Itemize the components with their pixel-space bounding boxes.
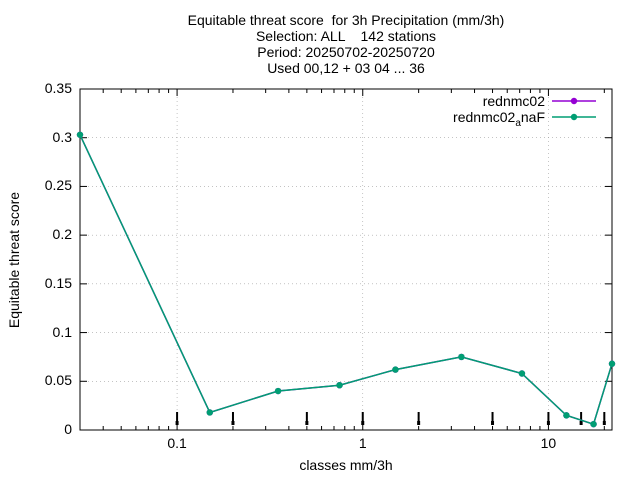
- y-axis-label: Equitable threat score: [6, 191, 22, 329]
- title-line-3: Period: 20250702-20250720: [257, 44, 435, 60]
- class-marker-point: [361, 421, 365, 425]
- y-tick-label: 0: [64, 421, 72, 437]
- class-marker-point: [417, 421, 421, 425]
- x-tick-label: 10: [540, 435, 557, 451]
- class-marker-point: [602, 421, 606, 425]
- class-marker-point: [579, 421, 583, 425]
- series-point-2: [608, 360, 616, 367]
- x-tick-label: 0.1: [167, 435, 187, 451]
- series-point-2: [518, 370, 526, 377]
- plot-border: [79, 88, 613, 431]
- series-point-2: [206, 409, 213, 416]
- series-point-2: [336, 381, 343, 389]
- y-tick-label: 0.25: [44, 177, 72, 194]
- series-line-1: [79, 134, 613, 426]
- class-marker-point: [546, 421, 550, 425]
- series-point-2: [274, 387, 282, 395]
- series-point-2: [76, 131, 84, 138]
- y-tick-label: 0.1: [52, 323, 72, 340]
- series-point-2: [590, 420, 597, 428]
- series-point-2: [458, 353, 465, 361]
- series-point-2: [563, 412, 570, 419]
- class-marker-point: [231, 421, 235, 425]
- y-tick-label: 0.3: [52, 128, 72, 145]
- y-tick-label: 0.15: [44, 274, 72, 291]
- title-line-1: Equitable threat score for 3h Precipitat…: [187, 12, 505, 28]
- y-tick-label: 0.2: [52, 226, 72, 243]
- series-line-2: [79, 134, 613, 426]
- legend-label-rednmc02-anaf: rednmc02anaF: [453, 109, 545, 129]
- class-marker-point: [305, 421, 309, 425]
- x-tick-label: 1: [358, 435, 367, 451]
- title-line-2: Selection: ALL 142 stations: [255, 28, 437, 44]
- series-point-2: [392, 366, 399, 373]
- legend-marker-1: [570, 97, 578, 105]
- class-marker-point: [491, 421, 495, 425]
- x-axis-label: classes mm/3h: [299, 457, 393, 473]
- class-marker-point: [175, 421, 179, 425]
- y-tick-label: 0.05: [44, 372, 72, 389]
- y-tick-label: 0.35: [44, 80, 72, 96]
- legend-label-rednmc02: rednmc02: [482, 93, 545, 109]
- legend-marker-2: [570, 113, 578, 121]
- title-line-4: Used 00,12 + 03 04 ... 36: [267, 60, 425, 76]
